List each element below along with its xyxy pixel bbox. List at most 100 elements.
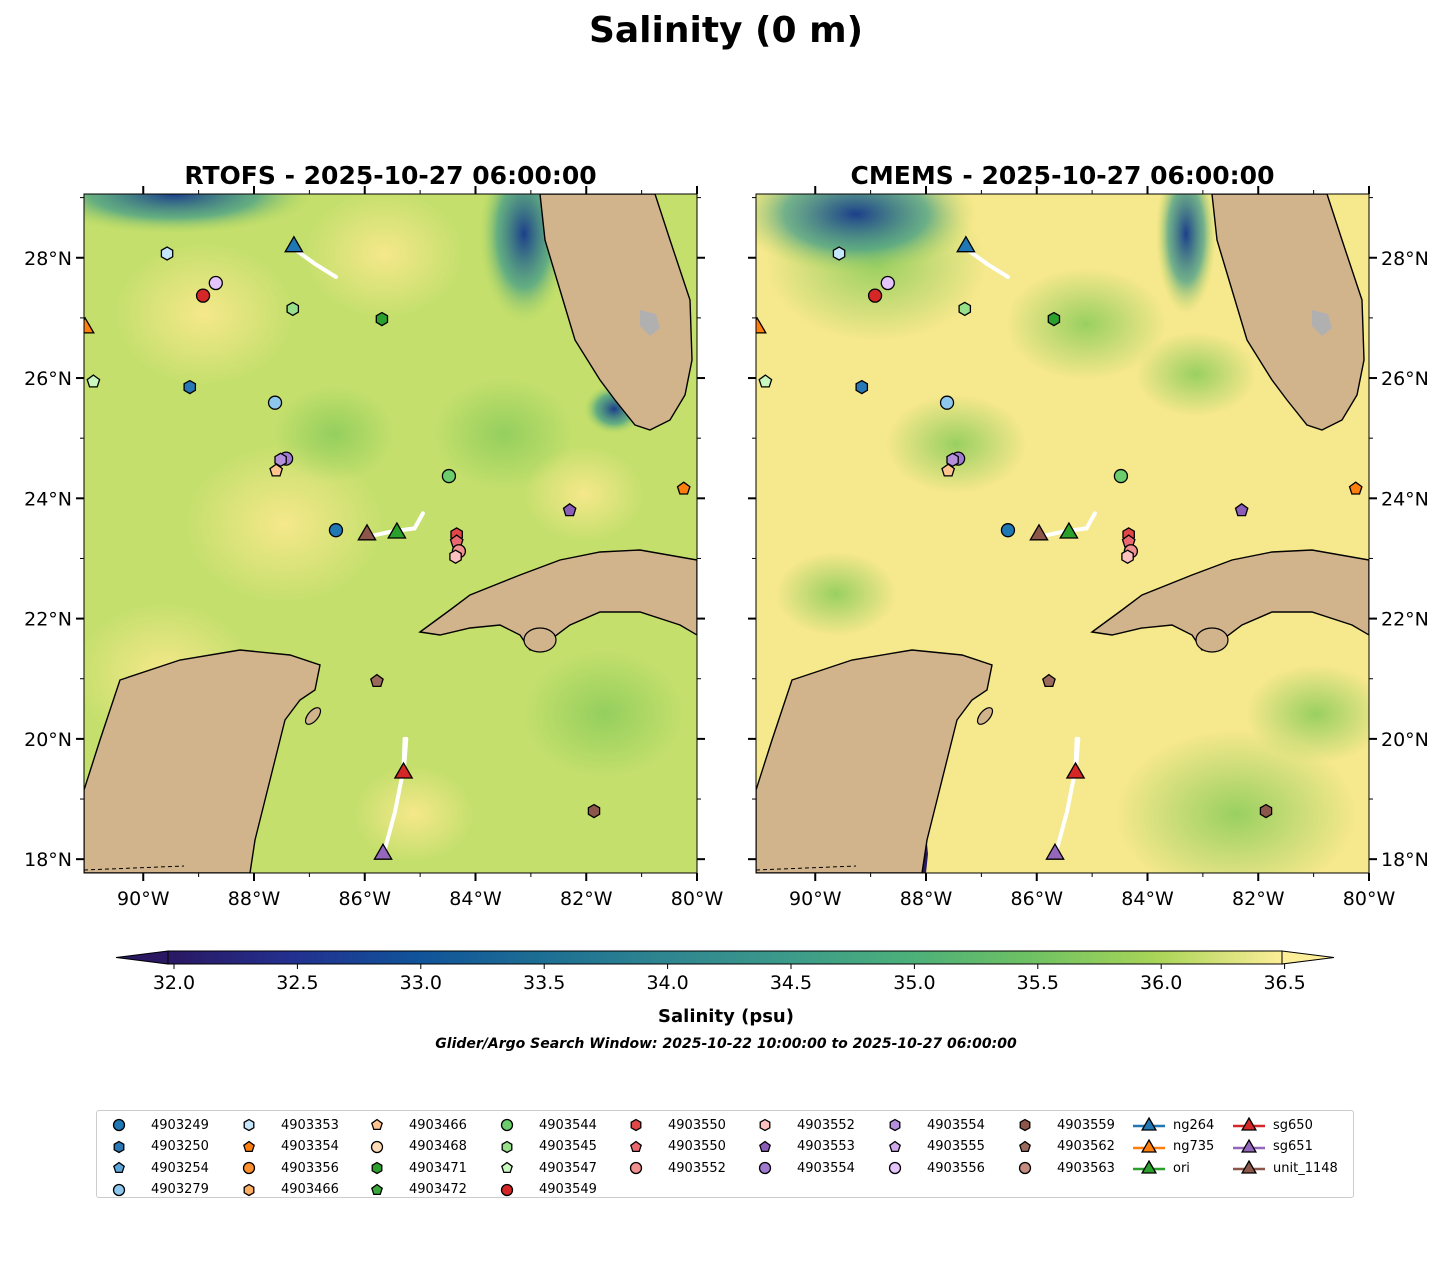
glider-ng264 xyxy=(956,235,976,253)
colorbar-max-extend xyxy=(1281,950,1335,965)
pentagon-icon xyxy=(371,1183,383,1195)
colorbar-tick-label: 34.0 xyxy=(646,972,688,994)
argo-float-4903353 xyxy=(832,246,846,261)
legend-item-4903556: 4903556 xyxy=(883,1158,985,1178)
search-window-note: Glider/Argo Search Window: 2025-10-22 10… xyxy=(435,1036,1017,1052)
pentagon-marker xyxy=(501,1161,513,1174)
legend-item-sg650: sg650 xyxy=(1229,1115,1313,1135)
y-tick-label: 28°N xyxy=(1381,248,1429,270)
legend-label: 4903354 xyxy=(281,1139,339,1154)
argo-float-4903544 xyxy=(441,468,457,484)
triangle-marker xyxy=(1240,1116,1258,1131)
hexagon-marker xyxy=(889,1118,901,1132)
argo-float-4903279 xyxy=(267,395,283,410)
argo-float-4903547 xyxy=(758,374,773,388)
legend-label: 4903554 xyxy=(927,1117,985,1133)
legend-item-4903356: 4903356 xyxy=(237,1158,339,1178)
colorbar-tick-label: 36.5 xyxy=(1263,972,1305,994)
cozumel-land xyxy=(976,707,994,725)
pentagon-icon xyxy=(1019,1140,1031,1152)
x-tick-label: 82°W xyxy=(560,888,613,910)
isla-juventud-land xyxy=(523,627,557,653)
y-tick-label: 26°N xyxy=(24,368,72,390)
yucatan-land xyxy=(84,649,321,873)
hexagon-icon xyxy=(243,1183,255,1196)
legend-label: 4903249 xyxy=(151,1117,209,1133)
argo-float-4903354 xyxy=(676,481,691,495)
pentagon-icon xyxy=(243,1140,255,1152)
argo-float-4903354 xyxy=(1348,481,1363,495)
x-tick-label: 90°W xyxy=(117,888,170,910)
colorbar-tick-label: 36.0 xyxy=(1140,972,1182,994)
y-tick-label: 22°N xyxy=(1381,609,1429,631)
x-tick-label: 86°W xyxy=(339,888,392,910)
legend-label: 4903559 xyxy=(1057,1117,1115,1133)
map-frame xyxy=(83,193,698,874)
circle-icon xyxy=(888,1161,902,1175)
legend-item-4903545: 4903545 xyxy=(495,1137,597,1157)
legend-label: 4903555 xyxy=(927,1139,985,1154)
glider-ng735 xyxy=(756,316,767,334)
legend-item-unit_1148: unit_1148 xyxy=(1229,1158,1338,1178)
y-tick-label: 20°N xyxy=(24,729,72,751)
circle-marker xyxy=(500,1118,514,1132)
glider-track-unit_1148 xyxy=(1037,511,1097,539)
lake-okeechobee xyxy=(640,310,660,336)
hexagon-marker xyxy=(1019,1118,1031,1132)
pentagon-marker xyxy=(243,1140,255,1152)
colorbar: 32.0 32.5 33.0 33.5 34.0 34.5 35.0 35.5 36.0 36.5 xyxy=(115,950,1335,994)
legend-item-4903468: 4903468 xyxy=(365,1137,467,1157)
x-tick-label: 80°W xyxy=(1343,888,1396,910)
circle-marker xyxy=(888,1161,902,1175)
colorbar-tick-label: 32.5 xyxy=(276,972,318,994)
glider-ng264 xyxy=(284,235,304,253)
legend-label: sg651 xyxy=(1273,1139,1313,1154)
argo-float-4903471 xyxy=(1047,311,1061,327)
legend-label: 4903563 xyxy=(1057,1160,1115,1176)
pentagon-marker xyxy=(1019,1140,1031,1152)
triangle-icon xyxy=(1133,1159,1165,1174)
circle-icon xyxy=(1018,1161,1032,1175)
argo-float-4903471 xyxy=(375,311,389,327)
pentagon-icon xyxy=(501,1161,513,1174)
isla-juventud-land xyxy=(1195,627,1229,653)
argo-float-4903353 xyxy=(160,246,174,261)
legend-item-4903553: 4903553 xyxy=(753,1137,855,1157)
pentagon-icon xyxy=(371,1118,383,1131)
argo-float-4903279 xyxy=(939,395,955,410)
argo-float-4903554 xyxy=(274,452,287,468)
hexagon-icon xyxy=(889,1118,901,1132)
circle-icon xyxy=(112,1183,126,1196)
legend-label: ori xyxy=(1173,1160,1190,1176)
pentagon-marker xyxy=(889,1140,901,1152)
hexagon-marker xyxy=(243,1118,255,1132)
legend-item-4903550: 4903550 xyxy=(624,1115,726,1135)
glider-ng735 xyxy=(84,316,95,334)
circle-icon xyxy=(500,1183,514,1196)
border-line xyxy=(756,865,857,871)
hexagon-marker xyxy=(113,1140,125,1153)
circle-icon xyxy=(242,1161,256,1175)
salinity-field xyxy=(756,194,1369,873)
map-title: CMEMS - 2025-10-27 06:00:00 xyxy=(851,161,1275,190)
legend-item-ng735: ng735 xyxy=(1129,1137,1214,1157)
y-tick-label: 28°N xyxy=(24,248,72,270)
legend-label: 4903254 xyxy=(151,1160,209,1176)
circle-marker xyxy=(629,1161,643,1175)
legend-label: 4903553 xyxy=(797,1139,855,1154)
pentagon-icon xyxy=(113,1161,125,1174)
legend-item-4903544: 4903544 xyxy=(495,1115,597,1135)
glider-sg651 xyxy=(373,842,393,860)
colorbar-tick-label: 35.5 xyxy=(1017,972,1059,994)
figure-title: Salinity (0 m) xyxy=(589,10,863,51)
triangle-marker xyxy=(1140,1159,1158,1174)
glider-track-unit_1148 xyxy=(365,511,425,539)
glider-track-sg651 xyxy=(1053,736,1079,859)
florida-land xyxy=(1211,194,1365,431)
circle-icon xyxy=(629,1161,643,1175)
pentagon-icon xyxy=(630,1140,642,1152)
rtofs-map: RTOFS - 2025-10-27 06:00:00 90°W 88°W 86°W 8… xyxy=(24,161,723,910)
legend-item-4903555: 4903555 xyxy=(883,1137,985,1157)
colorbar-tick-label: 35.0 xyxy=(893,972,935,994)
colorbar-label: Salinity (psu) xyxy=(658,1006,794,1027)
